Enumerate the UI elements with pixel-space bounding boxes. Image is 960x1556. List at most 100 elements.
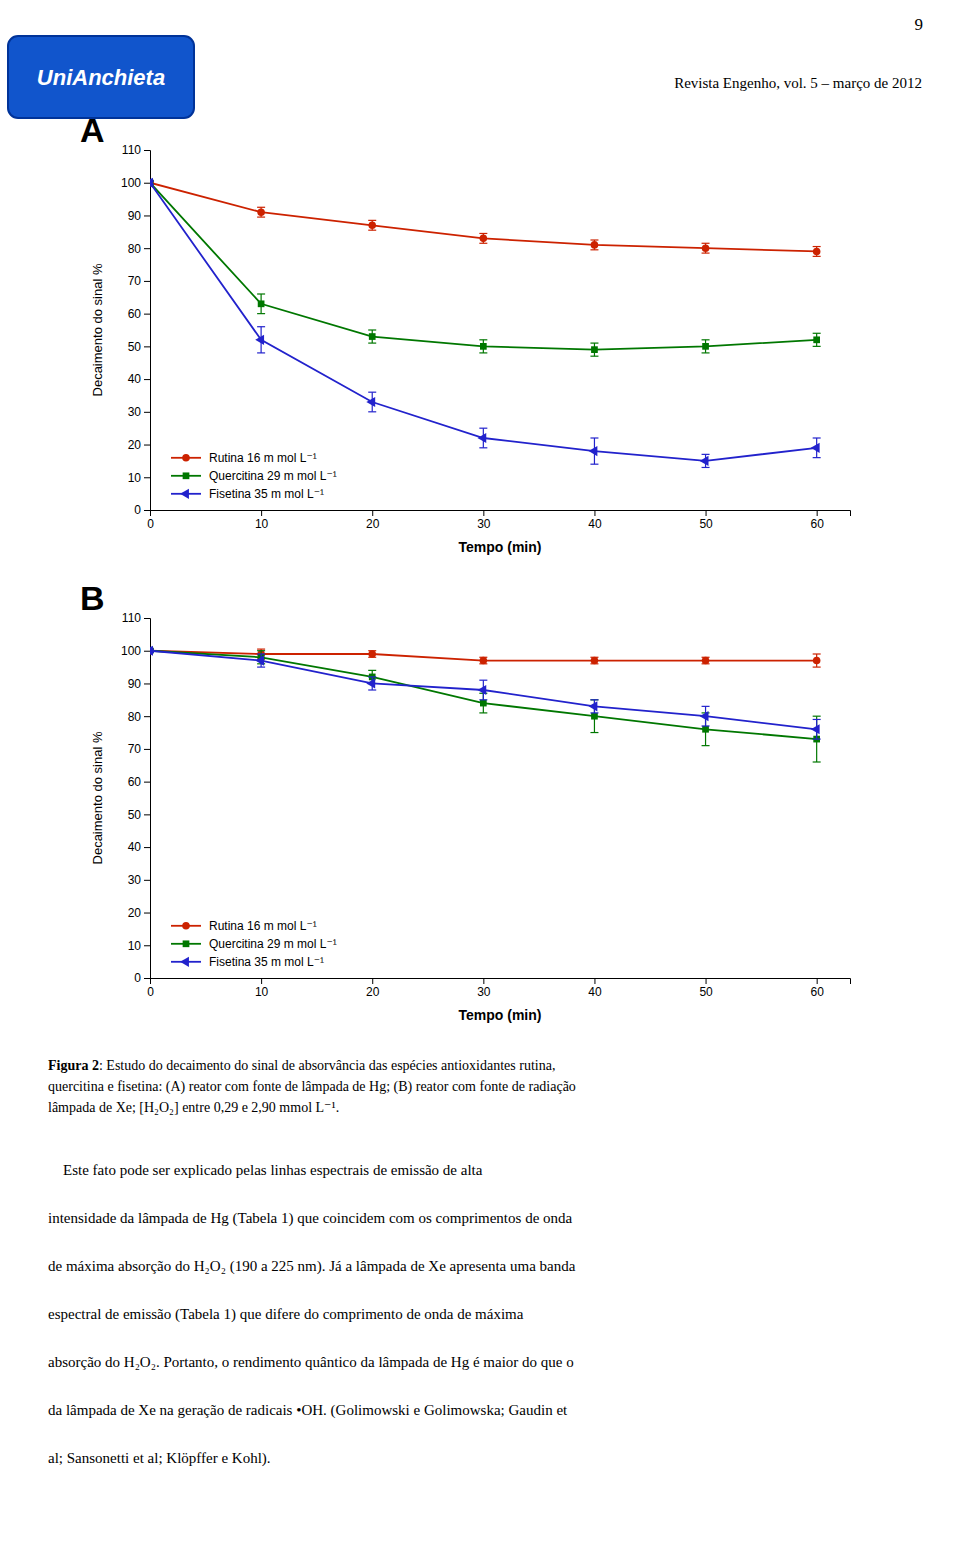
- tick-mark: [144, 716, 150, 717]
- marker: [591, 713, 598, 720]
- marker: [255, 335, 264, 345]
- y-axis: 0102030405060708090100110: [121, 143, 151, 517]
- x-axis-title: Tempo (min): [459, 539, 542, 555]
- marker: [258, 300, 265, 307]
- tick-mark: [144, 248, 150, 249]
- legend-marker: [180, 957, 189, 967]
- tick-mark: [144, 782, 150, 783]
- tick-label: 60: [810, 517, 824, 531]
- y-axis-title: Decaimento do sinal %: [90, 731, 105, 864]
- legend-entry: Rutina 16 m mol L⁻¹: [171, 919, 317, 933]
- tick-mark: [372, 510, 373, 516]
- tick: 20: [366, 510, 380, 531]
- error-bar: [702, 657, 710, 664]
- marker: [480, 235, 488, 243]
- marker: [257, 208, 265, 216]
- tick-mark: [144, 281, 150, 282]
- error-bar: [813, 333, 821, 346]
- marker: [591, 346, 598, 353]
- tick: 50: [699, 510, 713, 531]
- tick: 40: [128, 840, 150, 854]
- tick: 60: [128, 307, 150, 321]
- tick: 10: [128, 471, 150, 485]
- tick-label: 20: [366, 517, 380, 531]
- marker: [700, 456, 709, 466]
- tick-label: 40: [128, 372, 142, 386]
- marker: [366, 678, 375, 688]
- error-bar: [813, 247, 821, 257]
- x-axis: 0102030405060: [147, 978, 850, 999]
- marker: [811, 724, 820, 734]
- tick-mark: [817, 978, 818, 984]
- tick-mark: [144, 913, 150, 914]
- tick-mark: [817, 510, 818, 516]
- x-axis: 0102030405060: [147, 510, 850, 531]
- tick-mark: [144, 379, 150, 380]
- axis-line: [144, 151, 151, 511]
- tick-mark: [144, 683, 150, 684]
- tick-label: 100: [121, 644, 141, 658]
- legend-label: Rutina 16 m mol L⁻¹: [209, 451, 317, 465]
- tick-mark: [706, 510, 707, 516]
- axis-line: [151, 511, 851, 517]
- tick-label: 80: [128, 710, 142, 724]
- legend-entry: Quercitina 29 m mol L⁻¹: [171, 937, 337, 951]
- legend-entry: Fisetina 35 m mol L⁻¹: [171, 955, 324, 969]
- tick: 0: [147, 510, 154, 531]
- body-line: da lâmpada de Xe na geração de radicais …: [48, 1402, 568, 1419]
- legend-label: Quercitina 29 m mol L⁻¹: [209, 469, 337, 483]
- tick-label: 110: [122, 611, 141, 625]
- marker: [811, 443, 820, 453]
- legend-marker: [182, 454, 190, 462]
- tick-mark: [144, 651, 150, 652]
- tick-mark: [261, 510, 262, 516]
- tick-mark: [483, 978, 484, 984]
- tick-label: 50: [128, 808, 142, 822]
- tick: 50: [699, 978, 713, 999]
- marker: [369, 333, 376, 340]
- tick: 60: [810, 978, 824, 999]
- error-bar: [479, 340, 487, 353]
- series-line: [150, 183, 817, 252]
- tick-label: 70: [128, 742, 142, 756]
- tick-label: 30: [477, 985, 491, 999]
- marker: [591, 241, 599, 249]
- series: [150, 179, 821, 356]
- tick-label: 60: [128, 307, 142, 321]
- error-bar: [257, 207, 265, 217]
- caption-line: lâmpada de Xe; [H₂O₂] entre 0,29 e 2,90 …: [48, 1100, 339, 1115]
- series: [150, 178, 821, 468]
- marker: [702, 244, 710, 252]
- page-number: 9: [915, 15, 924, 34]
- tick: 110: [122, 143, 150, 157]
- tick-label: 40: [588, 517, 602, 531]
- body-line: Este fato pode ser explicado pelas linha…: [48, 1162, 483, 1178]
- error-bar: [590, 657, 598, 664]
- tick-label: 0: [134, 971, 141, 985]
- tick-label: 90: [128, 677, 142, 691]
- tick: 20: [128, 906, 150, 920]
- tick-mark: [706, 978, 707, 984]
- tick-label: 0: [147, 517, 154, 531]
- tick: 0: [147, 978, 154, 999]
- error-bar: [368, 330, 376, 343]
- marker: [368, 221, 376, 229]
- tick: 20: [366, 978, 380, 999]
- tick: 70: [128, 274, 150, 288]
- marker: [589, 446, 598, 456]
- marker: [813, 336, 820, 343]
- tick-label: 110: [122, 143, 141, 157]
- error-bar: [702, 243, 710, 253]
- plot-area: [150, 646, 821, 762]
- marker: [589, 701, 598, 711]
- marker: [591, 657, 599, 665]
- tick: 20: [128, 438, 150, 452]
- y-axis: 0102030405060708090100110: [121, 611, 151, 985]
- legend: Rutina 16 m mol L⁻¹ Quercitina 29 m mol L…: [171, 919, 337, 969]
- tick: 10: [128, 939, 150, 953]
- tick: 90: [128, 209, 150, 223]
- series-line: [150, 183, 817, 461]
- tick-mark: [144, 847, 150, 848]
- tick: 30: [477, 510, 491, 531]
- tick-label: 40: [128, 840, 142, 854]
